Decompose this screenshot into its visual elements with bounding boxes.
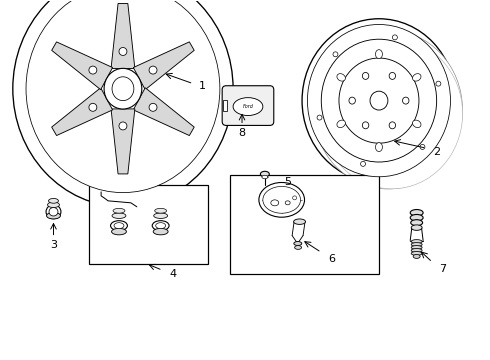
Ellipse shape bbox=[294, 246, 301, 249]
Ellipse shape bbox=[114, 223, 124, 229]
Text: Ford: Ford bbox=[243, 104, 253, 109]
Ellipse shape bbox=[411, 248, 422, 252]
Ellipse shape bbox=[48, 202, 59, 207]
Circle shape bbox=[149, 66, 157, 74]
Circle shape bbox=[333, 52, 338, 57]
Ellipse shape bbox=[411, 220, 422, 226]
Ellipse shape bbox=[411, 252, 422, 255]
Ellipse shape bbox=[46, 205, 61, 219]
Ellipse shape bbox=[370, 91, 388, 110]
Polygon shape bbox=[51, 88, 113, 136]
Ellipse shape bbox=[153, 228, 168, 235]
Ellipse shape bbox=[156, 223, 166, 229]
Text: 1: 1 bbox=[199, 81, 206, 91]
Ellipse shape bbox=[410, 215, 423, 221]
Ellipse shape bbox=[49, 207, 58, 216]
Ellipse shape bbox=[112, 213, 126, 219]
Ellipse shape bbox=[155, 208, 167, 213]
Circle shape bbox=[392, 35, 397, 40]
Ellipse shape bbox=[413, 255, 420, 258]
Ellipse shape bbox=[259, 183, 305, 217]
Ellipse shape bbox=[349, 97, 355, 104]
Ellipse shape bbox=[271, 200, 279, 206]
Bar bbox=[89, 185, 208, 264]
Ellipse shape bbox=[47, 212, 60, 219]
Ellipse shape bbox=[49, 198, 58, 203]
Ellipse shape bbox=[362, 122, 369, 129]
Ellipse shape bbox=[411, 225, 422, 230]
Ellipse shape bbox=[285, 201, 290, 205]
Ellipse shape bbox=[307, 24, 450, 177]
Ellipse shape bbox=[111, 221, 127, 231]
Text: 3: 3 bbox=[50, 240, 57, 251]
Ellipse shape bbox=[410, 210, 423, 216]
Ellipse shape bbox=[337, 120, 345, 127]
Ellipse shape bbox=[411, 240, 422, 243]
Polygon shape bbox=[111, 109, 135, 174]
Ellipse shape bbox=[263, 186, 300, 213]
Ellipse shape bbox=[402, 97, 409, 104]
Ellipse shape bbox=[26, 0, 220, 193]
Circle shape bbox=[89, 103, 97, 111]
Ellipse shape bbox=[154, 213, 168, 219]
Ellipse shape bbox=[321, 39, 437, 162]
Ellipse shape bbox=[389, 122, 395, 129]
Polygon shape bbox=[133, 88, 194, 136]
Ellipse shape bbox=[152, 221, 169, 231]
Ellipse shape bbox=[375, 143, 382, 152]
Ellipse shape bbox=[413, 74, 421, 81]
Polygon shape bbox=[111, 4, 135, 68]
Circle shape bbox=[361, 161, 366, 166]
Ellipse shape bbox=[389, 72, 395, 80]
Ellipse shape bbox=[313, 30, 463, 189]
Polygon shape bbox=[51, 42, 113, 90]
Circle shape bbox=[149, 103, 157, 111]
Ellipse shape bbox=[104, 68, 142, 109]
Ellipse shape bbox=[362, 72, 369, 80]
Ellipse shape bbox=[260, 171, 270, 177]
Ellipse shape bbox=[112, 228, 126, 235]
Ellipse shape bbox=[294, 242, 302, 246]
Text: 8: 8 bbox=[239, 129, 245, 138]
Ellipse shape bbox=[411, 246, 422, 249]
Polygon shape bbox=[133, 42, 194, 90]
FancyBboxPatch shape bbox=[222, 86, 274, 125]
Circle shape bbox=[436, 81, 441, 86]
Circle shape bbox=[89, 66, 97, 74]
Text: 2: 2 bbox=[433, 147, 440, 157]
Ellipse shape bbox=[302, 19, 456, 183]
Ellipse shape bbox=[413, 120, 421, 127]
Ellipse shape bbox=[337, 74, 345, 81]
Circle shape bbox=[119, 122, 127, 130]
Ellipse shape bbox=[113, 208, 125, 213]
Ellipse shape bbox=[375, 50, 382, 59]
Ellipse shape bbox=[233, 98, 263, 116]
Ellipse shape bbox=[262, 175, 268, 179]
Bar bbox=[230, 175, 379, 274]
Circle shape bbox=[119, 48, 127, 55]
Ellipse shape bbox=[411, 243, 422, 246]
Text: 4: 4 bbox=[169, 269, 176, 279]
Ellipse shape bbox=[339, 58, 419, 143]
Circle shape bbox=[420, 144, 425, 149]
Ellipse shape bbox=[13, 0, 233, 207]
Ellipse shape bbox=[294, 219, 306, 224]
Text: 5: 5 bbox=[284, 177, 291, 187]
Ellipse shape bbox=[112, 77, 134, 100]
Text: 7: 7 bbox=[439, 264, 446, 274]
Circle shape bbox=[317, 115, 322, 120]
Text: 6: 6 bbox=[328, 255, 335, 264]
Bar bbox=[223, 100, 227, 111]
Ellipse shape bbox=[321, 38, 463, 189]
Ellipse shape bbox=[293, 196, 296, 200]
